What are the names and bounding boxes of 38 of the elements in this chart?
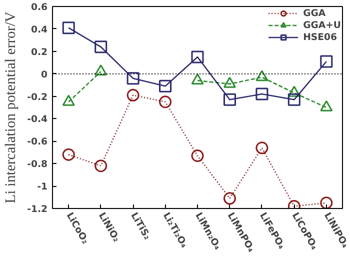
y-tick-label: -0.4 [27,114,48,126]
y-tick-label: 0 [41,69,48,80]
point [256,142,268,154]
legend-label: GGA+U [303,19,341,31]
point [256,88,268,100]
point [320,100,333,112]
y-tick-label: 0.2 [30,46,48,58]
point [159,96,172,108]
y-tick-label: -0.6 [27,136,48,148]
y-tick-label: -0.8 [27,159,48,170]
point [223,93,236,106]
point [223,192,236,205]
point [62,22,75,34]
point [256,70,268,82]
y-tick-label: -1 [37,182,48,193]
point [94,40,108,54]
y-tick-label: -1.2 [27,204,48,215]
point [288,93,300,106]
y-tick-label: 0.4 [30,24,48,36]
point [191,73,204,84]
legend-label: GGA [303,7,326,19]
point [288,86,300,97]
point [126,88,140,102]
point [94,160,108,172]
point [320,196,333,208]
point [62,94,75,106]
point [94,64,108,76]
point [126,72,140,85]
point [62,148,75,161]
point [191,150,204,162]
legend-label: HSE06 [303,31,337,43]
point [320,55,333,68]
point [223,76,236,88]
point [191,50,204,64]
point [159,80,172,92]
y-axis-title: Li intercalation potential error/V [3,11,20,204]
y-tick-label: 0.6 [30,2,48,13]
y-tick-label: -0.2 [27,92,48,103]
